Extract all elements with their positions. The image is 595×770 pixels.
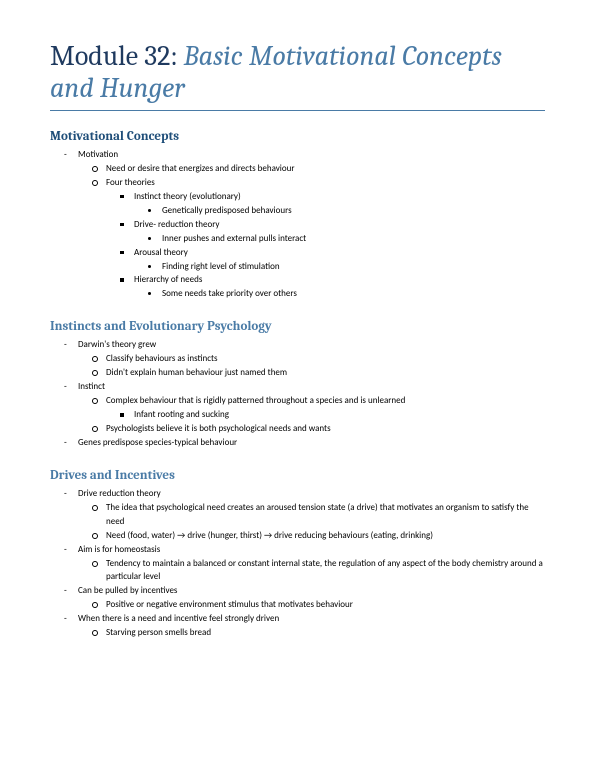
list-item-text: Psychologists believe it is both psychol… <box>106 423 331 434</box>
list-item-text: Didn't explain human behaviour just name… <box>106 367 287 378</box>
outline-level-3: Infant rooting and sucking <box>106 408 545 422</box>
list-item-text: Need or desire that energizes and direct… <box>106 163 295 174</box>
list-item: Starving person smells bread <box>78 626 545 640</box>
list-item-text: Can be pulled by incentives <box>78 585 177 596</box>
section-heading: Drives and Incentives <box>50 468 545 483</box>
outline-level-2: Complex behaviour that is rigidly patter… <box>78 394 545 436</box>
list-item-text: Instinct <box>78 381 105 392</box>
list-item: Drive reduction theory The idea that psyc… <box>50 487 545 543</box>
list-item-text: Infant rooting and sucking <box>134 409 229 420</box>
list-item: InstinctComplex behaviour that is rigidl… <box>50 380 545 436</box>
module-number: Module 32: <box>50 40 178 72</box>
list-item-text: Four theories <box>106 177 155 188</box>
outline-level-2: The idea that psychological need creates… <box>78 501 545 543</box>
list-item: Complex behaviour that is rigidly patter… <box>78 394 545 422</box>
list-item-text: Drive reduction theory <box>78 488 161 499</box>
outline-level-2: Tendency to maintain a balanced or const… <box>78 557 545 585</box>
list-item-text: Tendency to maintain a balanced or const… <box>106 558 543 583</box>
list-item: Genetically predisposed behaviours <box>134 204 545 218</box>
list-item-text: Arousal theory <box>134 247 188 258</box>
list-item-text: Inner pushes and external pulls interact <box>162 233 306 244</box>
list-item: Infant rooting and sucking <box>106 408 545 422</box>
list-item-text: When there is a need and incentive feel … <box>78 613 279 624</box>
content-container: Motivational Concepts Motivation Need or d… <box>50 129 545 640</box>
list-item: Psychologists believe it is both psychol… <box>78 422 545 436</box>
list-item-text: Instinct theory (evolutionary) <box>134 191 241 202</box>
outline-level-2: Classify behaviours as instincts Didn't e… <box>78 352 545 380</box>
list-item: The idea that psychological need creates… <box>78 501 545 529</box>
list-item-text: Finding right level of stimulation <box>162 261 280 272</box>
list-item-text: Drive- reduction theory <box>134 219 220 230</box>
list-item-text: Darwin's theory grew <box>78 339 156 350</box>
list-item: Inner pushes and external pulls interact <box>134 232 545 246</box>
list-item-text: Starving person smells bread <box>106 627 211 638</box>
outline-level-2: Positive or negative environment stimulu… <box>78 598 545 612</box>
list-item-text: Motivation <box>78 149 118 160</box>
section-heading: Motivational Concepts <box>50 129 545 144</box>
list-item: Four theories Instinct theory (evolutiona… <box>78 176 545 301</box>
list-item-text: Aim is for homeostasis <box>78 544 160 555</box>
outline-level-1: Motivation Need or desire that energizes … <box>50 148 545 301</box>
list-item: Genes predispose species-typical behavio… <box>50 436 545 450</box>
list-item: Some needs take priority over others <box>134 287 545 301</box>
outline-level-4: Some needs take priority over others <box>134 287 545 301</box>
list-item: Darwin's theory grew Classify behaviours … <box>50 338 545 380</box>
list-item: Aim is for homeostasis Tendency to mainta… <box>50 543 545 585</box>
outline-level-4: Inner pushes and external pulls interact <box>134 232 545 246</box>
list-item-text: Complex behaviour that is rigidly patter… <box>106 395 405 406</box>
list-item: Hierarchy of needs Some needs take priori… <box>106 273 545 301</box>
list-item-text: Genes predispose species-typical behavio… <box>78 437 237 448</box>
list-item-text: Need (food, water) → drive (hunger, thir… <box>106 530 433 541</box>
outline-level-3: Instinct theory (evolutionary) Geneticall… <box>106 190 545 302</box>
list-item-text: Classify behaviours as instincts <box>106 353 218 364</box>
list-item: Tendency to maintain a balanced or const… <box>78 557 545 585</box>
list-item: Need (food, water) → drive (hunger, thir… <box>78 529 545 543</box>
list-item: Positive or negative environment stimulu… <box>78 598 545 612</box>
list-item-text: The idea that psychological need creates… <box>106 502 529 527</box>
section-heading: Instincts and Evolutionary Psychology <box>50 319 545 334</box>
module-title: Module 32: Basic Motivational Concepts a… <box>50 40 545 111</box>
list-item: Can be pulled by incentives Positive or n… <box>50 584 545 612</box>
list-item: Instinct theory (evolutionary) Geneticall… <box>106 190 545 218</box>
list-item: Need or desire that energizes and direct… <box>78 162 545 176</box>
outline-level-2: Starving person smells bread <box>78 626 545 640</box>
list-item: Arousal theory Finding right level of sti… <box>106 246 545 274</box>
list-item: Motivation Need or desire that energizes … <box>50 148 545 301</box>
outline-level-4: Genetically predisposed behaviours <box>134 204 545 218</box>
outline-level-1: Darwin's theory grew Classify behaviours … <box>50 338 545 450</box>
list-item-text: Positive or negative environment stimulu… <box>106 599 353 610</box>
list-item: Finding right level of stimulation <box>134 260 545 274</box>
list-item-text: Some needs take priority over others <box>162 288 297 299</box>
list-item: Didn't explain human behaviour just name… <box>78 366 545 380</box>
list-item: Drive- reduction theory Inner pushes and … <box>106 218 545 246</box>
outline-level-2: Need or desire that energizes and direct… <box>78 162 545 301</box>
document-page: Module 32: Basic Motivational Concepts a… <box>0 0 595 670</box>
list-item-text: Hierarchy of needs <box>134 274 202 285</box>
outline-level-4: Finding right level of stimulation <box>134 260 545 274</box>
outline-level-1: Drive reduction theory The idea that psyc… <box>50 487 545 640</box>
list-item: When there is a need and incentive feel … <box>50 612 545 640</box>
list-item: Classify behaviours as instincts <box>78 352 545 366</box>
list-item-text: Genetically predisposed behaviours <box>162 205 292 216</box>
